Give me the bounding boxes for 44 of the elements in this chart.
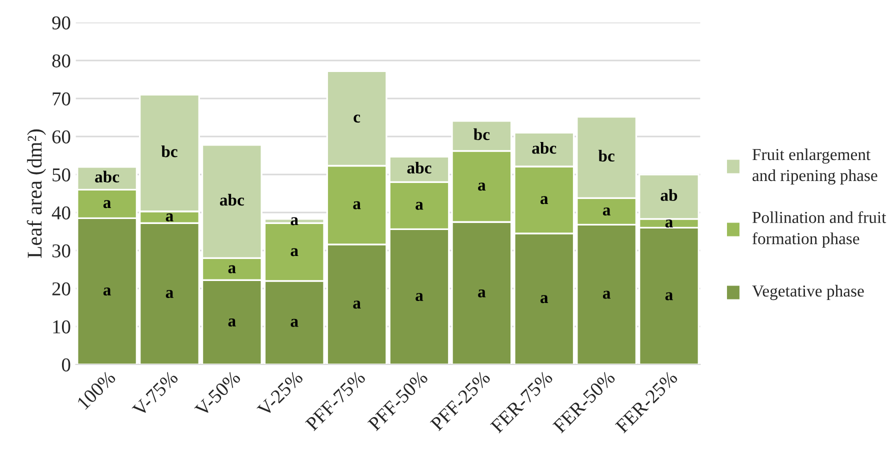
legend-label: Vegetative phase (752, 284, 864, 300)
y-tick-label: 20 (52, 282, 70, 296)
data-label: ab (660, 189, 678, 201)
y-axis-title: Leaf area (dm²) (26, 129, 46, 258)
data-label: a (665, 292, 673, 300)
y-tick-label: 40 (52, 206, 70, 220)
y-tick-label: 0 (62, 358, 70, 372)
data-label: a (540, 295, 548, 304)
data-label: a (416, 293, 424, 302)
data-label: a (166, 213, 174, 222)
y-tick-label: 60 (52, 130, 70, 144)
data-label: a (665, 220, 673, 228)
y-tick-label: 90 (52, 16, 70, 30)
data-label: abc (532, 142, 556, 154)
data-label: abc (220, 194, 244, 206)
data-label: bc (161, 145, 178, 158)
data-label: a (228, 265, 236, 274)
data-label: bc (598, 150, 614, 162)
y-tick-label: 80 (52, 54, 70, 68)
y-tick-label: 50 (52, 168, 70, 182)
data-label: a (166, 290, 174, 298)
data-label: a (290, 248, 298, 256)
data-label: a (353, 300, 361, 309)
legend-label: Fruit enlargement and ripening phase (752, 148, 878, 185)
data-label: a (416, 202, 424, 210)
data-label: a (478, 182, 486, 191)
y-tick-label: 70 (52, 92, 70, 106)
data-label: c (354, 114, 360, 123)
data-label: a (478, 289, 486, 298)
data-label: a (103, 288, 111, 296)
data-label: a (353, 201, 361, 210)
data-label: bc (474, 128, 490, 140)
legend-label: Pollination and fruit formation phase (752, 211, 886, 248)
data-label: a (602, 290, 610, 299)
data-label: a (602, 208, 610, 216)
data-label: a (540, 196, 548, 204)
y-tick-label: 10 (53, 320, 70, 334)
data-label: a (290, 217, 298, 226)
data-label: abc (95, 170, 120, 182)
data-label: a (228, 318, 236, 326)
data-label: abc (407, 162, 432, 174)
data-label: a (103, 200, 111, 208)
data-label: a (290, 318, 298, 327)
y-tick-label: 30 (52, 244, 70, 258)
